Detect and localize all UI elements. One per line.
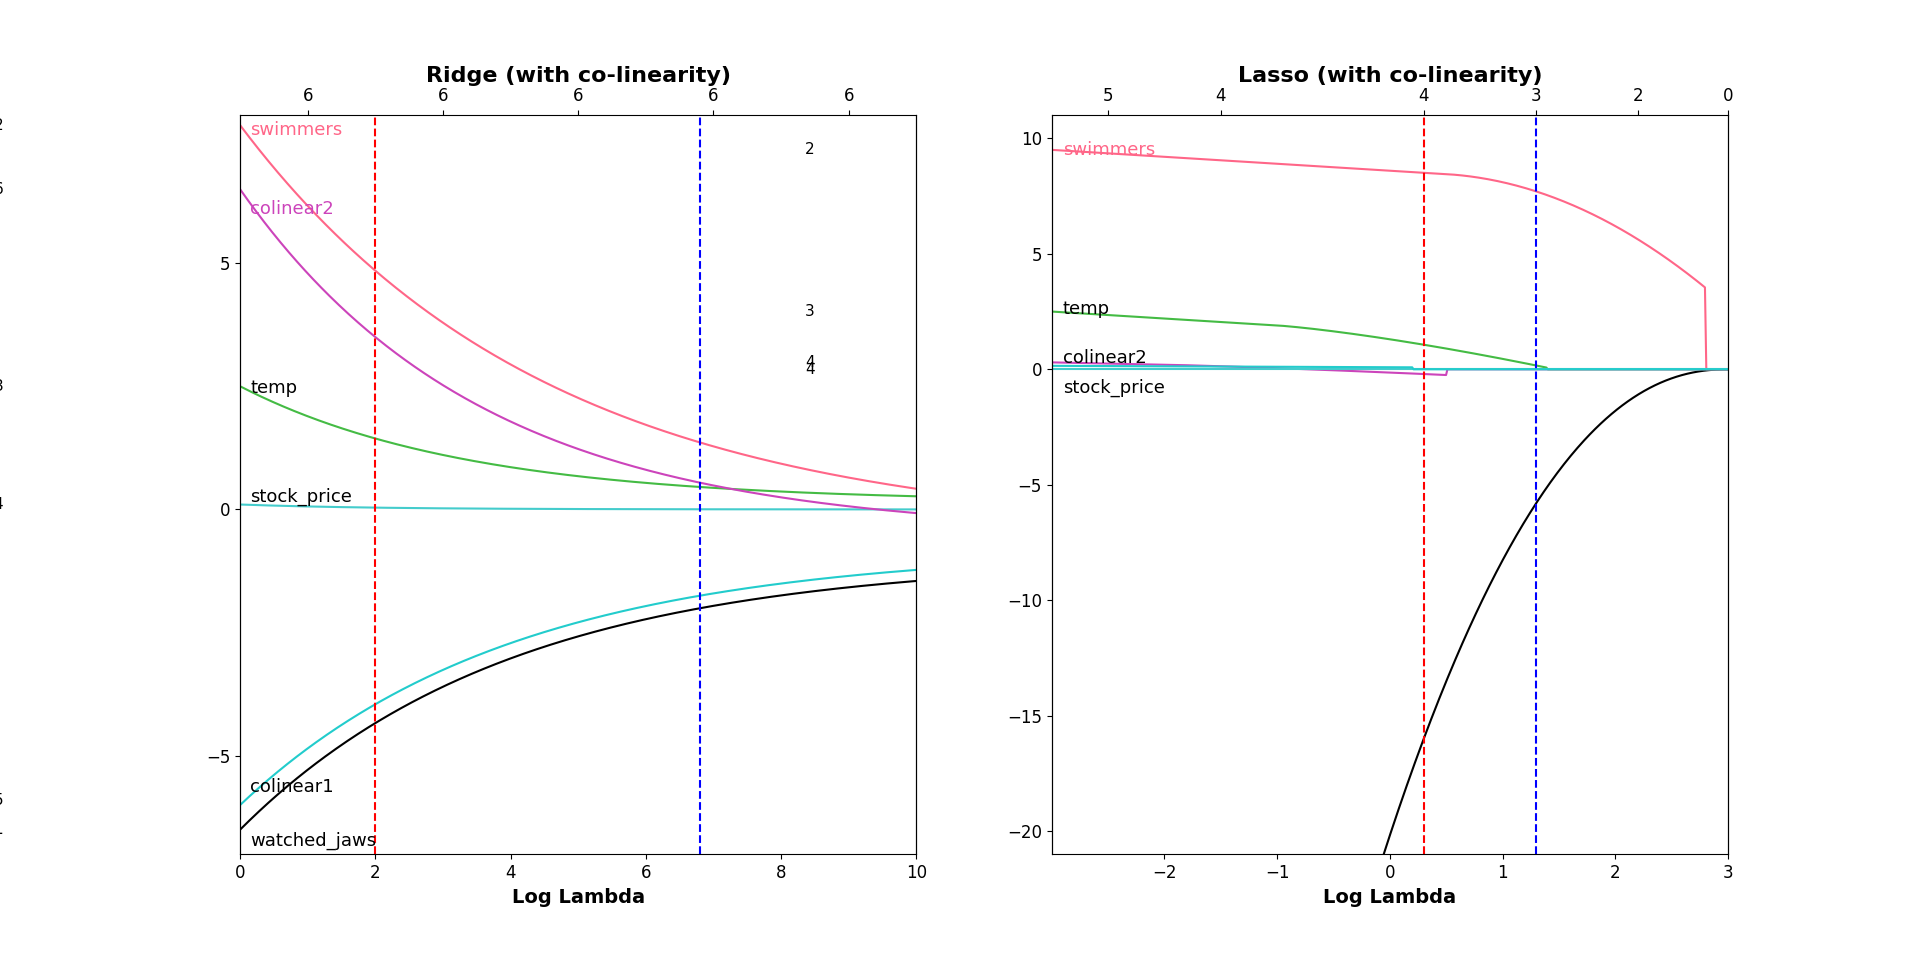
Text: watched_jaws: watched_jaws — [250, 832, 376, 851]
Text: 4: 4 — [804, 355, 814, 370]
Text: swimmers: swimmers — [1064, 141, 1156, 158]
Text: stock_price: stock_price — [250, 488, 351, 506]
Text: 5: 5 — [0, 793, 4, 807]
X-axis label: Lasso (with co-linearity): Lasso (with co-linearity) — [1238, 66, 1542, 86]
Text: swimmers: swimmers — [250, 121, 342, 138]
Text: temp: temp — [250, 379, 298, 397]
Text: colinear1: colinear1 — [250, 779, 334, 796]
Text: 4: 4 — [0, 497, 4, 512]
Text: 6: 6 — [0, 181, 4, 197]
Text: colinear2: colinear2 — [1064, 348, 1146, 367]
Text: 1: 1 — [0, 823, 4, 837]
X-axis label: Log Lambda: Log Lambda — [511, 888, 645, 906]
Text: colinear2: colinear2 — [250, 200, 334, 218]
Text: 2: 2 — [804, 142, 814, 157]
Text: temp: temp — [1064, 300, 1110, 319]
Text: 4: 4 — [804, 362, 814, 377]
X-axis label: Ridge (with co-linearity): Ridge (with co-linearity) — [426, 66, 732, 86]
Text: 2: 2 — [0, 117, 4, 132]
Text: stock_price: stock_price — [1064, 378, 1165, 396]
Text: 3: 3 — [0, 379, 4, 394]
Text: 3: 3 — [804, 304, 814, 319]
X-axis label: Log Lambda: Log Lambda — [1323, 888, 1457, 906]
